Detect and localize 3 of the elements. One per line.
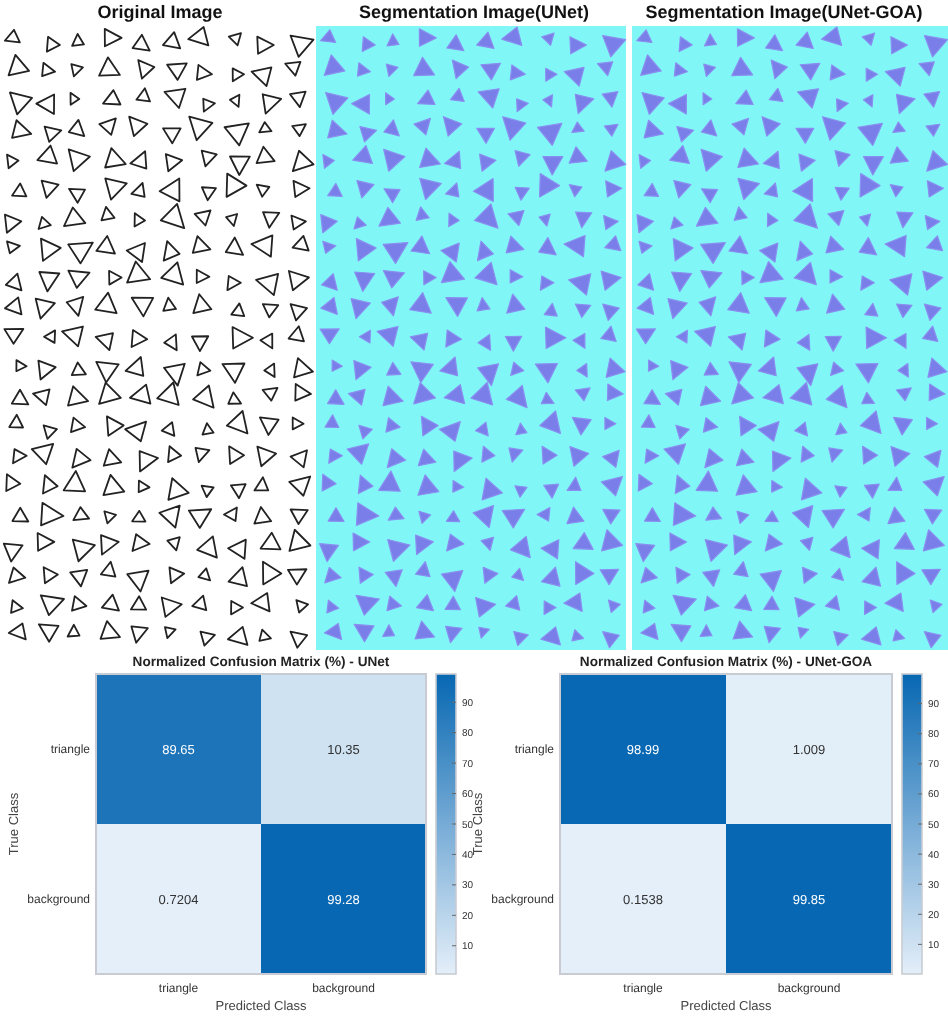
text: Segmentation Image(UNet-GOA) xyxy=(645,2,923,22)
text: Segmentation Image(UNet) xyxy=(358,2,590,22)
text: Original Image xyxy=(97,2,223,22)
